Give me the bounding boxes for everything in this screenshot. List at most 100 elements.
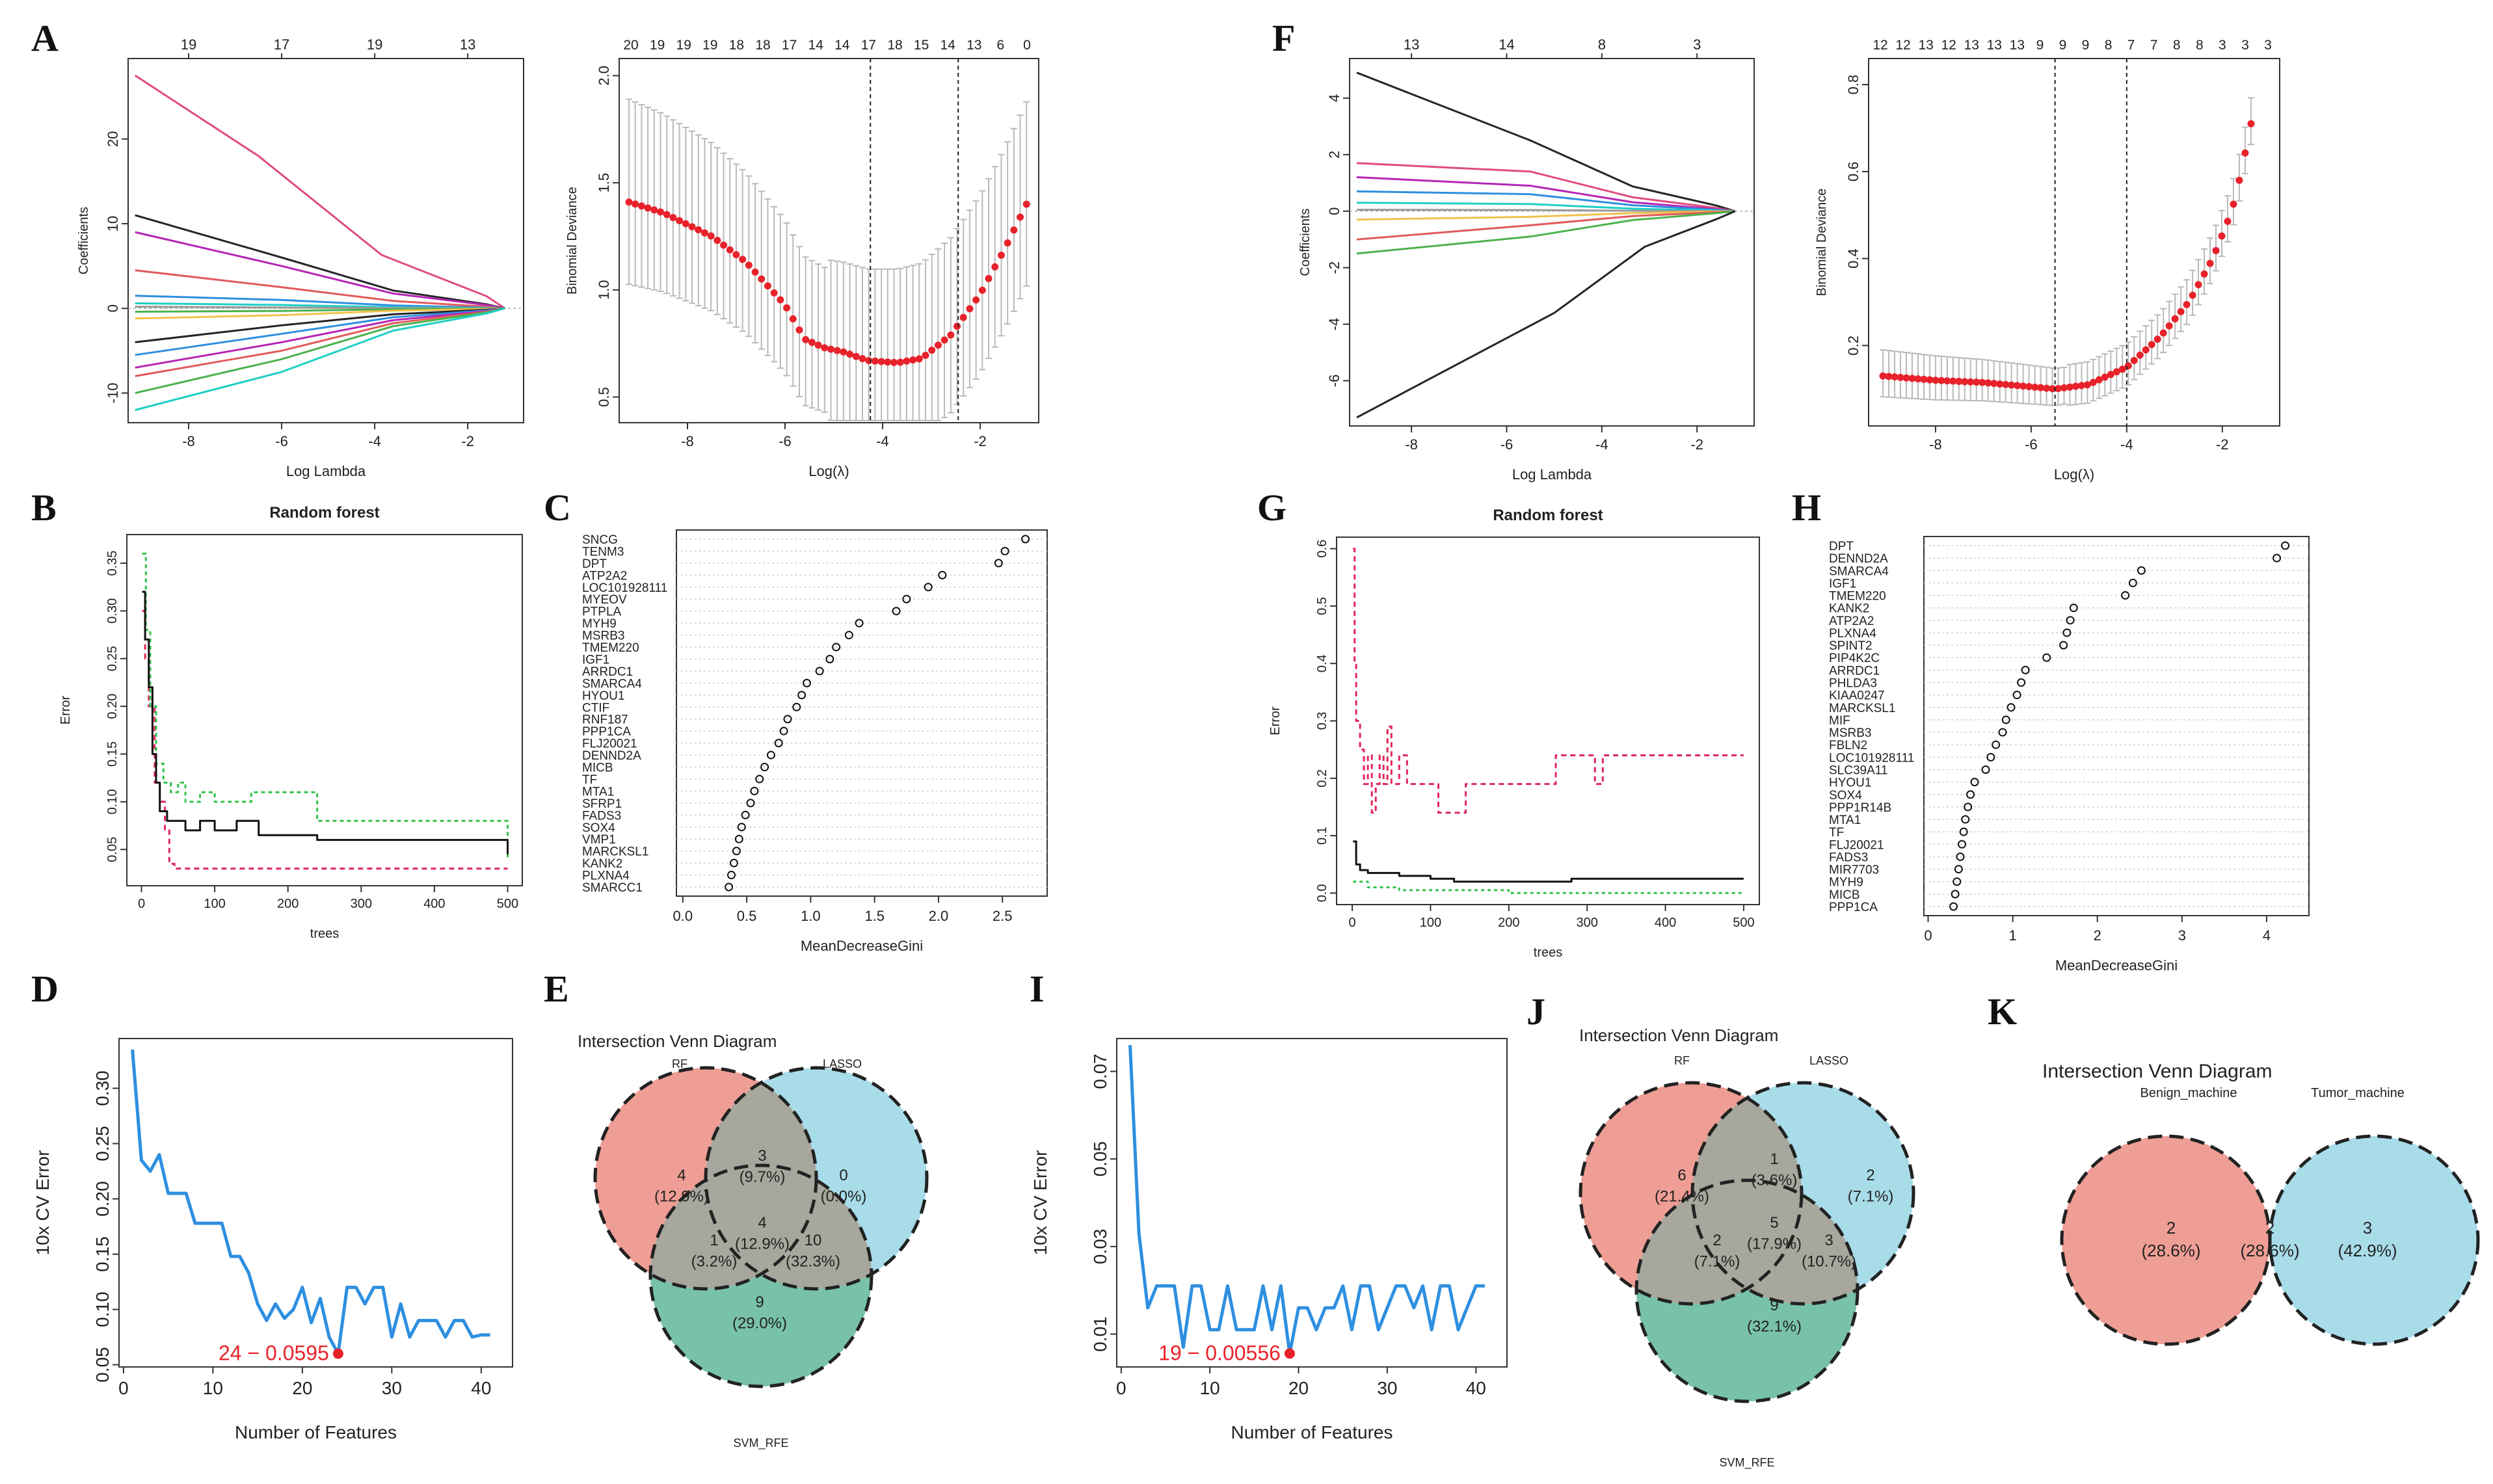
cv-error-line bbox=[1128, 1044, 1485, 1355]
importance-dot bbox=[1958, 840, 1967, 849]
deviance-point bbox=[770, 289, 778, 297]
top-axis-label: 17 bbox=[274, 36, 289, 53]
venn-region-count: 9 bbox=[755, 1293, 764, 1311]
top-axis-label: 13 bbox=[1964, 38, 1979, 53]
top-axis-label: 13 bbox=[1918, 38, 1933, 53]
importance-dot bbox=[1959, 827, 1968, 836]
importance-dot bbox=[2281, 541, 2290, 550]
deviance-point bbox=[2066, 383, 2073, 391]
coefficient-path-line bbox=[1356, 72, 1736, 213]
venn-region-count: 4 bbox=[677, 1167, 686, 1184]
deviance-point bbox=[896, 358, 904, 366]
deviance-point bbox=[985, 274, 993, 282]
gene-label: MYH9 bbox=[1829, 876, 1863, 890]
deviance-point bbox=[978, 286, 986, 294]
importance-dot bbox=[766, 750, 775, 760]
y-tick-label: -6 bbox=[1326, 375, 1342, 388]
venn-title: Intersection Venn Diagram bbox=[2042, 1061, 2273, 1082]
y-tick-label: 20 bbox=[105, 131, 121, 146]
venn-region-percent: (7.1%) bbox=[1694, 1252, 1740, 1270]
x-axis-title: Log Lambda bbox=[286, 463, 366, 479]
top-axis-label: 14 bbox=[940, 38, 956, 53]
gene-label: KIAA0247 bbox=[1829, 689, 1885, 703]
deviance-point bbox=[1891, 373, 1899, 381]
gene-label: HYOU1 bbox=[582, 689, 624, 703]
gene-label: SMARCA4 bbox=[1829, 564, 1889, 578]
y-tick-label: 0.5 bbox=[596, 387, 612, 407]
gene-label: MSRB3 bbox=[582, 629, 624, 643]
top-axis-label: 8 bbox=[2196, 38, 2204, 53]
top-axis-label: 9 bbox=[2082, 38, 2090, 53]
y-tick-label: 0.05 bbox=[1090, 1141, 1110, 1177]
importance-dot bbox=[2021, 665, 2030, 674]
deviance-point bbox=[1879, 372, 1887, 380]
deviance-point bbox=[877, 358, 885, 365]
deviance-point bbox=[657, 208, 665, 216]
x-tick-label: 0.5 bbox=[737, 908, 757, 924]
x-tick-label: 0 bbox=[138, 897, 145, 911]
error-series-red bbox=[142, 609, 508, 870]
top-axis-label: 18 bbox=[729, 38, 744, 53]
top-axis-label: 19 bbox=[650, 38, 665, 53]
deviance-point bbox=[632, 200, 639, 208]
deviance-point bbox=[928, 347, 936, 354]
deviance-point bbox=[777, 296, 784, 304]
venn-region-count: 3 bbox=[2363, 1218, 2372, 1238]
deviance-point bbox=[764, 282, 771, 290]
top-axis-label: 8 bbox=[2173, 38, 2181, 53]
deviance-point bbox=[2107, 371, 2114, 378]
gene-label: SFRP1 bbox=[582, 797, 622, 811]
deviance-point bbox=[739, 256, 747, 263]
y-tick-label: 0.05 bbox=[92, 1347, 113, 1383]
y-tick-label: 0.35 bbox=[105, 551, 120, 576]
importance-dot bbox=[792, 702, 801, 711]
importance-dot bbox=[2128, 578, 2137, 587]
venn-region-percent: (32.1%) bbox=[1747, 1318, 1802, 1335]
deviance-point bbox=[2177, 308, 2185, 315]
gene-label: FBLN2 bbox=[1829, 739, 1867, 752]
chart-title: Random forest bbox=[269, 504, 379, 522]
venn-region-percent: (17.9%) bbox=[1747, 1235, 1802, 1252]
plot-frame bbox=[1923, 536, 2310, 916]
deviance-point bbox=[915, 355, 923, 363]
venn-region-count: 1 bbox=[710, 1232, 718, 1249]
x-tick-label: 400 bbox=[1655, 916, 1676, 930]
venn-region-count: 4 bbox=[758, 1214, 766, 1232]
venn-region-percent: (12.9%) bbox=[735, 1235, 790, 1252]
importance-dot bbox=[746, 799, 755, 808]
y-tick-label: 0.30 bbox=[92, 1070, 113, 1106]
importance-dot bbox=[2012, 691, 2021, 700]
deviance-point bbox=[1004, 239, 1011, 247]
deviance-point bbox=[2189, 291, 2196, 299]
x-tick-label: 300 bbox=[1576, 916, 1597, 930]
gini-importance-chart-H: DPTDENND2ASMARCA4IGF1TMEM220KANK2ATP2A2P… bbox=[1829, 536, 2310, 974]
deviance-point bbox=[732, 251, 740, 259]
y-tick-label: 0.0 bbox=[1315, 884, 1329, 902]
deviance-point bbox=[991, 263, 999, 271]
deviance-point bbox=[2025, 383, 2033, 391]
random-forest-error-chart-G: 0 100 200 300 400 500 0.0 0.1 0.2 0.3 0.4 0.5 0.6 Ran… bbox=[1268, 507, 1760, 960]
top-axis-label: 6 bbox=[997, 38, 1005, 53]
venn-set-label: SVM_RFE bbox=[733, 1437, 788, 1450]
x-tick-label: -2 bbox=[461, 433, 474, 449]
importance-dot bbox=[760, 763, 769, 772]
deviance-point bbox=[2037, 384, 2045, 391]
x-tick-label: -8 bbox=[182, 433, 195, 449]
svm-rfe-cv-error-chart-I: 19 − 0.00556 0 10 20 30 40 0.01 0.03 0.05 0.07 Num… bbox=[1030, 1038, 1508, 1442]
deviance-point bbox=[2049, 385, 2057, 393]
deviance-point bbox=[2206, 259, 2214, 267]
venn-set-label: Benign_machine bbox=[2140, 1086, 2237, 1100]
x-axis-title: Number of Features bbox=[1231, 1422, 1393, 1442]
plot-frame bbox=[127, 58, 524, 423]
venn-region-percent: (21.4%) bbox=[1655, 1187, 1709, 1205]
gene-label: PLXNA4 bbox=[582, 869, 630, 883]
y-axis-title: 10x CV Error bbox=[33, 1150, 53, 1256]
importance-dot bbox=[855, 618, 864, 628]
y-tick-label: 0.30 bbox=[105, 598, 120, 624]
deviance-point bbox=[2165, 322, 2173, 330]
gene-label: SLC39A11 bbox=[1829, 763, 1888, 777]
gene-label: SOX4 bbox=[1829, 789, 1862, 802]
panel-label-I: I bbox=[1030, 968, 1045, 1010]
gene-label: SPINT2 bbox=[1829, 639, 1873, 653]
